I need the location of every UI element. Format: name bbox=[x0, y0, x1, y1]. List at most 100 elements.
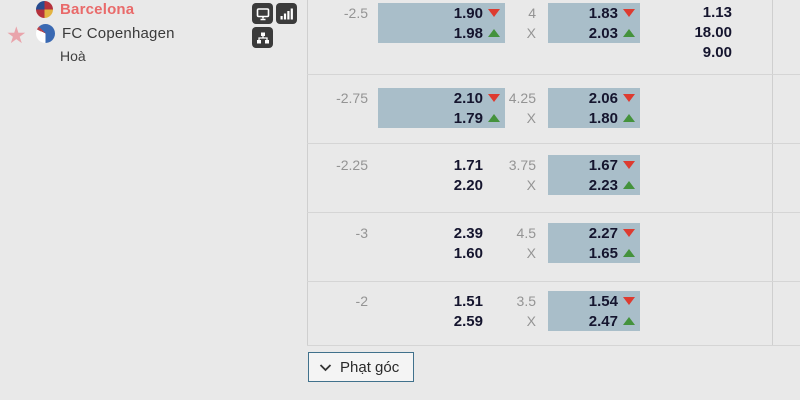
trend-up-icon bbox=[623, 29, 635, 37]
odds-value: 1.80 bbox=[588, 109, 618, 127]
odds-row: -2.75 2.10 1.79 4.25 X 2.06 1.80 bbox=[0, 88, 800, 128]
trend-arrow-slot bbox=[618, 9, 635, 17]
handicap-odds-cell[interactable]: 1.71 2.20 bbox=[378, 155, 505, 195]
trend-down-icon bbox=[488, 94, 500, 102]
odds-line: 1.98 bbox=[378, 23, 505, 43]
trend-arrow-slot bbox=[618, 29, 635, 37]
odds-value: 2.27 bbox=[588, 224, 618, 242]
trend-arrow-slot bbox=[483, 114, 500, 122]
odds-value: 2.06 bbox=[588, 89, 618, 107]
odds-line: 2.27 bbox=[548, 223, 640, 243]
draw-label: Hoà bbox=[60, 48, 86, 64]
odds-value: 2.03 bbox=[588, 24, 618, 42]
trend-up-icon bbox=[623, 181, 635, 189]
draw-mark-label: X bbox=[526, 313, 536, 329]
odds-line: 2.10 bbox=[378, 88, 505, 108]
odds-line: 2.39 bbox=[378, 223, 505, 243]
handicap-label: -2.5 bbox=[343, 5, 368, 21]
odds-line: 1.51 bbox=[378, 291, 505, 311]
total-line-column: 3.5 X bbox=[492, 291, 536, 331]
draw-mark-label: X bbox=[526, 245, 536, 261]
odds-line: 2.06 bbox=[548, 88, 640, 108]
full-time-odds-column: 1.13 18.00 9.00 bbox=[640, 3, 732, 63]
trend-down-icon bbox=[623, 229, 635, 237]
trend-arrow-slot bbox=[618, 317, 635, 325]
total-odds-cell[interactable]: 2.06 1.80 bbox=[548, 88, 640, 128]
odds-row: -2.25 1.71 2.20 3.75 X 1.67 2.23 bbox=[0, 155, 800, 195]
home-win-odds[interactable]: 1.13 bbox=[702, 4, 732, 21]
odds-value: 2.59 bbox=[453, 312, 483, 330]
odds-value: 1.71 bbox=[453, 156, 483, 174]
stats-bars-icon[interactable] bbox=[276, 3, 297, 24]
trend-up-icon bbox=[488, 114, 500, 122]
handicap-odds-cell[interactable]: 2.39 1.60 bbox=[378, 223, 505, 263]
draw-mark-label: X bbox=[526, 25, 536, 41]
total-line-label: 4 bbox=[528, 5, 536, 21]
total-odds-cell[interactable]: 1.54 2.47 bbox=[548, 291, 640, 331]
handicap-label: -3 bbox=[355, 225, 368, 241]
odds-line: 1.54 bbox=[548, 291, 640, 311]
corners-market-button[interactable]: Phạt góc bbox=[308, 352, 415, 382]
total-line-column: 4.5 X bbox=[492, 223, 536, 263]
home-team-logo bbox=[36, 1, 53, 18]
handicap-label: -2.75 bbox=[336, 90, 368, 106]
draw-odds[interactable]: 9.00 bbox=[702, 44, 732, 61]
odds-row: -2.5 1.90 1.98 4 X 1.83 2.03 bbox=[0, 3, 800, 43]
trend-down-icon bbox=[623, 9, 635, 17]
total-line-label: 4.5 bbox=[516, 225, 536, 241]
total-odds-cell[interactable]: 1.83 2.03 bbox=[548, 3, 640, 43]
odds-line: 2.20 bbox=[378, 175, 505, 195]
total-line-label: 4.25 bbox=[508, 90, 536, 106]
trend-arrow-slot bbox=[618, 114, 635, 122]
odds-value: 1.67 bbox=[588, 156, 618, 174]
away-team-row: FC Copenhagen bbox=[36, 24, 175, 43]
favorite-star-icon[interactable]: ★ bbox=[6, 22, 27, 48]
trend-arrow-slot bbox=[618, 297, 635, 305]
odds-value: 2.10 bbox=[453, 89, 483, 107]
table-left-border bbox=[307, 0, 308, 345]
odds-line: 2.47 bbox=[548, 311, 640, 331]
odds-line: 1.90 bbox=[378, 3, 505, 23]
odds-line: 1.71 bbox=[378, 155, 505, 175]
total-line-column: 4.25 X bbox=[492, 88, 536, 128]
trend-up-icon bbox=[623, 114, 635, 122]
handicap-odds-cell[interactable]: 1.51 2.59 bbox=[378, 291, 505, 331]
handicap-odds-cell[interactable]: 2.10 1.79 bbox=[378, 88, 505, 128]
trend-arrow-slot bbox=[618, 181, 635, 189]
home-team-name: Barcelona bbox=[60, 1, 135, 18]
odds-value: 1.54 bbox=[588, 292, 618, 310]
away-team-logo bbox=[36, 24, 55, 43]
away-win-odds[interactable]: 18.00 bbox=[694, 24, 732, 41]
odds-value: 2.47 bbox=[588, 312, 618, 330]
live-tv-icon[interactable] bbox=[252, 3, 273, 24]
trend-down-icon bbox=[623, 161, 635, 169]
trend-arrow-slot bbox=[483, 29, 500, 37]
chevron-down-icon bbox=[319, 363, 332, 371]
handicap-odds-cell[interactable]: 1.90 1.98 bbox=[378, 3, 505, 43]
trend-arrow-slot bbox=[483, 9, 500, 17]
home-team-row: Barcelona bbox=[36, 1, 134, 18]
trend-arrow-slot bbox=[618, 94, 635, 102]
trend-down-icon bbox=[623, 94, 635, 102]
lineup-icon[interactable] bbox=[252, 27, 273, 48]
row-divider bbox=[307, 212, 800, 213]
odds-value: 1.65 bbox=[588, 244, 618, 262]
total-line-column: 3.75 X bbox=[492, 155, 536, 195]
draw-mark-label: X bbox=[526, 177, 536, 193]
trend-up-icon bbox=[623, 249, 635, 257]
odds-line: 2.23 bbox=[548, 175, 640, 195]
total-odds-cell[interactable]: 2.27 1.65 bbox=[548, 223, 640, 263]
odds-row: -3 2.39 1.60 4.5 X 2.27 1.65 bbox=[0, 223, 800, 263]
odds-value: 2.20 bbox=[453, 176, 483, 194]
trend-arrow-slot bbox=[483, 94, 500, 102]
table-right-border bbox=[772, 0, 773, 345]
odds-value: 1.60 bbox=[453, 244, 483, 262]
odds-line: 2.59 bbox=[378, 311, 505, 331]
away-team-name: FC Copenhagen bbox=[62, 25, 175, 42]
row-divider bbox=[307, 281, 800, 282]
odds-value: 1.83 bbox=[588, 4, 618, 22]
total-odds-cell[interactable]: 1.67 2.23 bbox=[548, 155, 640, 195]
corners-market-label: Phạt góc bbox=[340, 358, 400, 376]
row-divider bbox=[307, 74, 800, 75]
